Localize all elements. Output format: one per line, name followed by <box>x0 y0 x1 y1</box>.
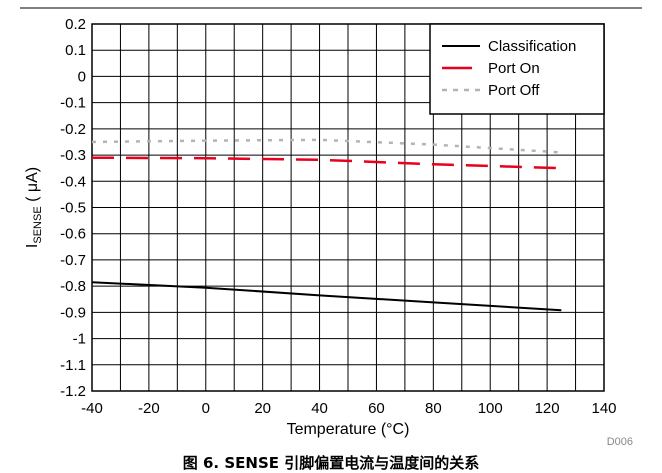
x-tick-label: 120 <box>535 400 560 417</box>
top-strip <box>0 0 662 14</box>
top-rule-svg <box>20 7 642 9</box>
x-tick-label: 40 <box>311 400 328 417</box>
y-tick-label: -0.5 <box>60 200 86 217</box>
y-tick-label: -0.9 <box>60 304 86 321</box>
y-axis-label-main: I <box>24 244 41 248</box>
y-axis-label-unit: ( μA) <box>24 167 41 206</box>
x-tick-label: -20 <box>138 400 160 417</box>
y-tick-label: -0.4 <box>60 173 86 190</box>
x-axis-label: Temperature (°C) <box>287 421 410 438</box>
y-axis-label: ISENSE ( μA) <box>24 167 44 248</box>
y-tick-label: 0.2 <box>65 16 86 33</box>
y-tick-label: -0.8 <box>60 278 86 295</box>
x-tick-label: 80 <box>425 400 442 417</box>
x-tick-label: 0 <box>202 400 210 417</box>
legend-label: Port On <box>488 60 540 77</box>
y-tick-label: -1.2 <box>60 383 86 400</box>
legend: Classification Port On Port Off <box>429 23 605 115</box>
y-axis-label-subscript: SENSE <box>32 206 44 243</box>
y-tick-label: -0.3 <box>60 147 86 164</box>
y-tick-label: -0.6 <box>60 226 86 243</box>
x-tick-label: 20 <box>254 400 271 417</box>
figure-id-note: D006 <box>607 436 633 448</box>
series-line-port-on <box>91 156 562 170</box>
y-tick-label: -0.2 <box>60 121 86 138</box>
y-tick-label: 0 <box>78 68 86 85</box>
y-tick-label: -0.1 <box>60 95 86 112</box>
figure-caption: 图 6. SENSE 引脚偏置电流与温度间的关系 <box>182 454 480 472</box>
legend-label: Port Off <box>488 82 540 99</box>
y-tick-label: 0.1 <box>65 42 86 59</box>
series-line-port-off <box>91 138 562 154</box>
x-tick-label: 140 <box>591 400 616 417</box>
plot-frame <box>91 23 605 392</box>
y-tick-label: -1 <box>73 331 86 348</box>
y-tick-label: -1.1 <box>60 357 86 374</box>
series-line-classification <box>91 281 562 312</box>
legend-label: Classification <box>488 38 576 55</box>
y-tick-label: -0.7 <box>60 252 86 269</box>
x-tick-label: -40 <box>81 400 103 417</box>
x-tick-label: 100 <box>478 400 503 417</box>
plot-area: 0.2 0.1 0 -0.1 -0.2 -0.3 -0.4 -0.5 -0.6 -0.7 -0.8 -… <box>24 16 633 448</box>
chart: 0.2 0.1 0 -0.1 -0.2 -0.3 -0.4 -0.5 -0.6 -0.7 -0.8 -… <box>24 16 633 448</box>
x-tick-label: 60 <box>368 400 385 417</box>
